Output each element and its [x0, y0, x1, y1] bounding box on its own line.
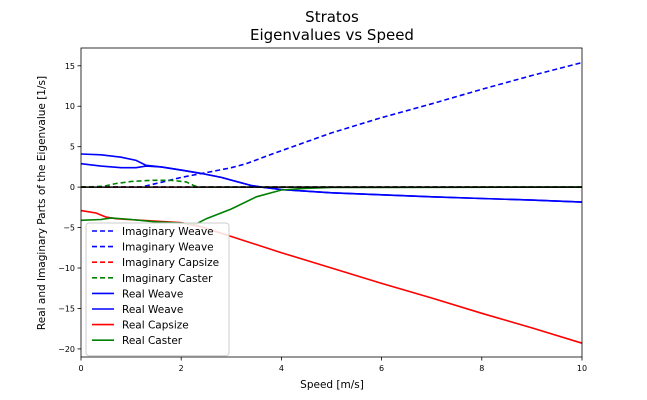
legend-label-2: Imaginary Capsize [122, 257, 219, 269]
series-line-5 [80, 162, 583, 203]
series-line-0 [81, 61, 583, 188]
series-line-6 [80, 209, 583, 344]
y-tick-label: 10 [65, 102, 75, 111]
y-tick-label: 0 [70, 183, 75, 192]
legend-label-0: Imaginary Weave [122, 226, 214, 238]
x-tick-label: 8 [479, 364, 484, 373]
legend-label-1: Imaginary Weave [122, 242, 214, 254]
x-tick-label: 4 [279, 364, 284, 373]
legend-label-3: Imaginary Caster [122, 273, 213, 285]
x-tick-label: 6 [379, 364, 384, 373]
y-tick-label: −10 [58, 264, 75, 273]
series-line-4 [80, 153, 583, 203]
x-tick-label: 2 [179, 364, 184, 373]
series-line-7 [80, 186, 583, 225]
y-tick-label: −15 [58, 304, 75, 313]
y-tick-label: −5 [63, 224, 75, 233]
series-line-3 [80, 179, 582, 188]
chart-subtitle: Eigenvalues vs Speed [250, 26, 414, 44]
legend-label-4: Real Weave [122, 288, 183, 300]
y-tick-label: 15 [65, 62, 75, 71]
legend: Imaginary Weave Imaginary Weave Imaginary … [85, 222, 230, 357]
x-axis-label: Speed [m/s] [300, 379, 364, 391]
y-axis-label: Real and Imaginary Parts of the Eigenval… [36, 76, 48, 330]
chart-title: Stratos [305, 8, 359, 26]
legend-box [85, 222, 230, 357]
y-tick-label: −20 [58, 345, 75, 354]
x-tick-label: 10 [577, 364, 587, 373]
legend-label-7: Real Caster [122, 335, 183, 347]
axes-frame [80, 47, 583, 358]
legend-label-6: Real Capsize [122, 320, 189, 332]
y-tick-label: 5 [70, 143, 75, 152]
legend-label-5: Real Weave [122, 304, 183, 316]
plot-area: 0 2 4 6 8 10 −20 −15 −10 −5 0 5 10 15 [58, 47, 587, 373]
x-tick-label: 0 [78, 364, 83, 373]
